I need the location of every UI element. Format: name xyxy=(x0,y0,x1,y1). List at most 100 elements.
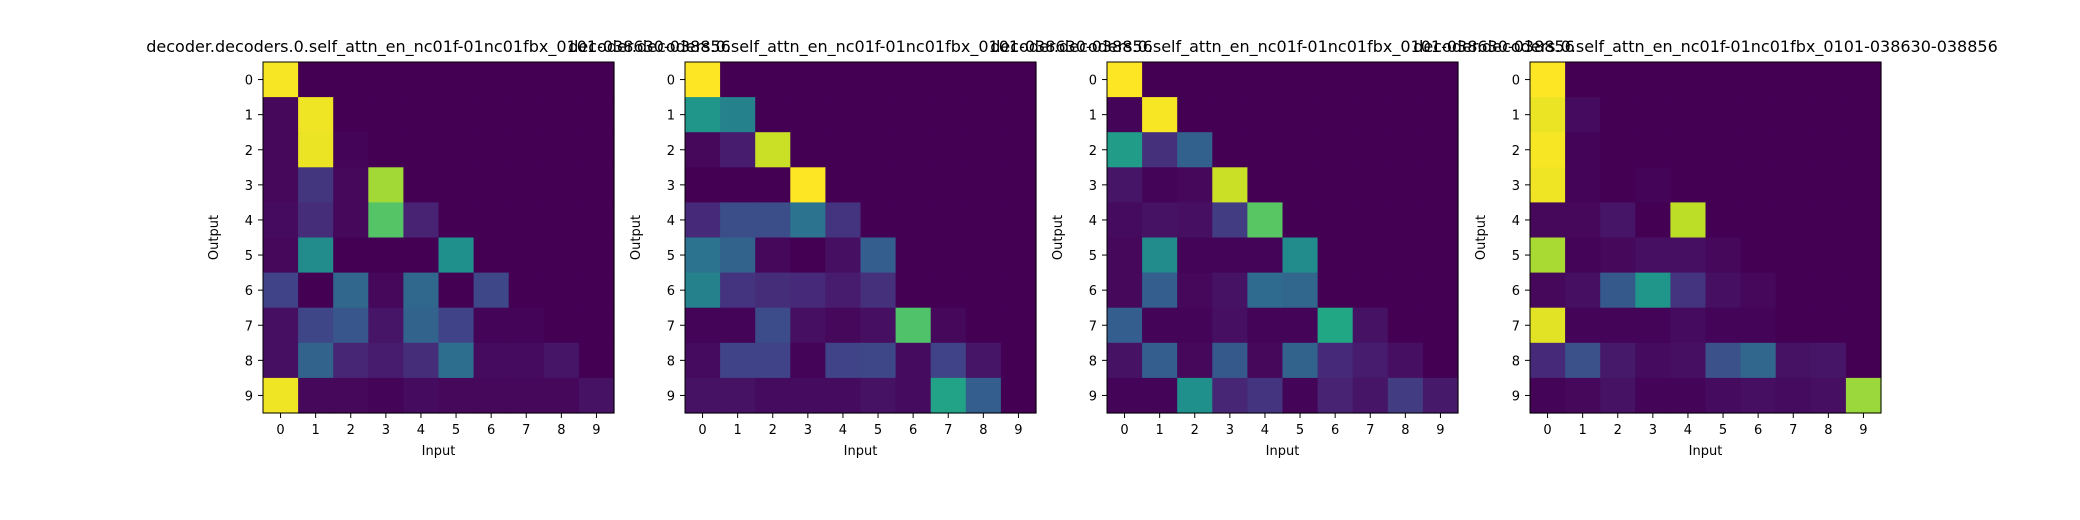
heatmap-cell xyxy=(438,167,475,203)
heatmap-cell xyxy=(1530,62,1566,98)
y-tick-label: 2 xyxy=(1512,144,1520,159)
heatmap-cell xyxy=(1600,132,1636,168)
heatmap-cell xyxy=(1142,307,1178,344)
heatmap-cell xyxy=(790,342,826,379)
heatmap-cell xyxy=(1810,377,1847,414)
heatmap-cell xyxy=(1317,97,1354,133)
y-tick-label: 5 xyxy=(245,249,253,264)
heatmap-cell xyxy=(965,62,1002,98)
heatmap-cell xyxy=(1422,167,1459,203)
heatmap-cell xyxy=(1142,377,1178,414)
y-tick-label: 8 xyxy=(1512,354,1520,369)
heatmap-cell xyxy=(1422,237,1459,274)
panels-layer: 0 1 2 3 4 5 6 7 8 9 0 1 2 3 4 5 6 7 8 9 Input Output 0 1 2 3 4 5 6 7 8… xyxy=(207,61,1882,459)
heatmap-cell xyxy=(1600,97,1636,133)
y-axis-label: Output xyxy=(207,215,222,260)
heatmap-cell xyxy=(1600,237,1636,274)
heatmap-cell xyxy=(508,202,545,239)
heatmap-cell xyxy=(578,62,615,98)
x-tick-label: 8 xyxy=(979,423,987,438)
x-tick-label: 9 xyxy=(592,423,600,438)
heatmap-panel-1: 0 1 2 3 4 5 6 7 8 9 0 1 2 3 4 5 6 7 8 9 Input Output xyxy=(207,61,615,459)
heatmap-cell xyxy=(825,167,862,203)
heatmap-cell xyxy=(1177,202,1213,239)
heatmap-cell xyxy=(543,167,580,203)
heatmap-cell xyxy=(1282,132,1319,168)
heatmap-cell xyxy=(930,62,967,98)
heatmap-cell xyxy=(685,377,721,414)
heatmap-cell xyxy=(1845,97,1882,133)
heatmap-cell xyxy=(685,132,721,168)
heatmap-cell xyxy=(1705,307,1742,344)
x-axis-label: Input xyxy=(1266,444,1300,459)
heatmap-cell xyxy=(438,132,475,168)
x-tick-label: 7 xyxy=(522,423,530,438)
heatmap-cell xyxy=(508,377,545,414)
heatmap-cell xyxy=(473,237,510,274)
y-tick-label: 8 xyxy=(1089,354,1097,369)
axes-frame xyxy=(262,61,615,414)
heatmap-cell xyxy=(1317,272,1354,309)
heatmap-cell xyxy=(790,202,826,239)
heatmap-cell xyxy=(298,97,334,133)
heatmap-cell xyxy=(368,132,404,168)
heatmap-cell xyxy=(1387,62,1424,98)
x-tick-label: 7 xyxy=(944,423,952,438)
x-tick-label: 0 xyxy=(1543,423,1551,438)
heatmap-cell xyxy=(1212,202,1248,239)
heatmap-cell xyxy=(438,202,475,239)
heatmap-cell xyxy=(1317,132,1354,168)
heatmap-cell xyxy=(1212,132,1248,168)
heatmap-cell xyxy=(720,202,756,239)
heatmap-cell xyxy=(930,167,967,203)
heatmap-cell xyxy=(263,377,299,414)
heatmap-cell xyxy=(1600,377,1636,414)
heatmap-cell xyxy=(965,202,1002,239)
y-tick-label: 0 xyxy=(245,74,253,89)
heatmap-cell xyxy=(1317,307,1354,344)
heatmap-cell xyxy=(755,237,791,274)
heatmap-cell xyxy=(1845,377,1882,414)
heatmap-cell xyxy=(1282,377,1319,414)
heatmap-cell xyxy=(333,272,369,309)
heatmap-cell xyxy=(1705,202,1742,239)
x-axis-label: Input xyxy=(422,444,456,459)
x-tick-label: 6 xyxy=(1331,423,1339,438)
heatmap-cell xyxy=(860,342,897,379)
heatmap-cell xyxy=(930,132,967,168)
heatmap-cell xyxy=(1635,132,1671,168)
heatmap-cell xyxy=(298,272,334,309)
y-tick-label: 1 xyxy=(667,109,675,124)
heatmap-cell xyxy=(1705,62,1742,98)
heatmap-cell xyxy=(1247,202,1284,239)
heatmap-cell xyxy=(333,167,369,203)
heatmap-cell xyxy=(1107,237,1143,274)
heatmap-cell xyxy=(1740,62,1777,98)
heatmap-cell xyxy=(1530,202,1566,239)
axes-frame xyxy=(1106,61,1459,414)
heatmap-cell xyxy=(298,167,334,203)
heatmap-cell xyxy=(1247,132,1284,168)
heatmap-cell xyxy=(1810,342,1847,379)
heatmap-cell xyxy=(1247,272,1284,309)
heatmap-cell xyxy=(1177,237,1213,274)
heatmap-cell xyxy=(1422,132,1459,168)
heatmap-cell xyxy=(1845,272,1882,309)
x-tick-label: 8 xyxy=(1824,423,1832,438)
heatmap-cell xyxy=(1177,167,1213,203)
heatmap-cell xyxy=(965,132,1002,168)
x-tick-label: 0 xyxy=(698,423,706,438)
heatmap-cell xyxy=(1775,202,1812,239)
heatmap-cell xyxy=(790,62,826,98)
heatmap-cell xyxy=(1142,202,1178,239)
heatmap-cell xyxy=(1247,377,1284,414)
heatmap-cell xyxy=(1740,307,1777,344)
heatmap-cell xyxy=(860,237,897,274)
heatmap-cell xyxy=(1352,307,1389,344)
y-tick-label: 3 xyxy=(1512,179,1520,194)
heatmap-panel-4: 0 1 2 3 4 5 6 7 8 9 0 1 2 3 4 5 6 7 8 9 Input Output xyxy=(1474,61,1882,459)
heatmap-cell xyxy=(965,272,1002,309)
x-tick-label: 4 xyxy=(839,423,847,438)
x-tick-label: 2 xyxy=(1614,423,1622,438)
heatmap-cell xyxy=(403,307,440,344)
